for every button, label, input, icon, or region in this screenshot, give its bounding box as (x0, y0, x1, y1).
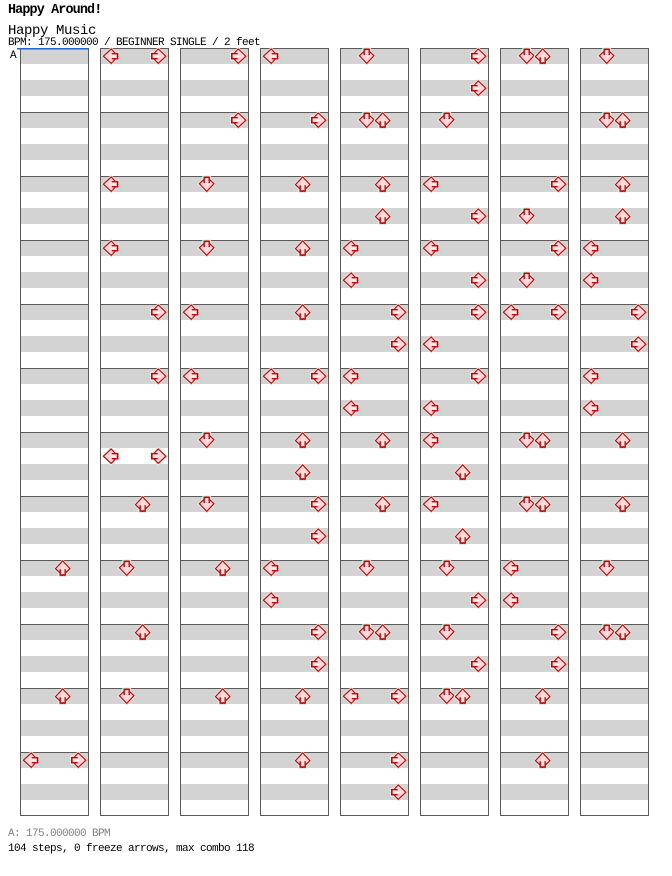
svg-text:104 steps, 0 freeze arrows, ma: 104 steps, 0 freeze arrows, max combo 11… (8, 843, 254, 855)
svg-text:Happy Music: Happy Music (8, 23, 96, 39)
svg-text:A: A (10, 50, 17, 62)
svg-text:Happy Around!: Happy Around! (8, 3, 101, 18)
svg-text:A: 175.000000 BPM: A: 175.000000 BPM (8, 828, 110, 840)
svg-text:BPM: 175.000000 / BEGINNER SIN: BPM: 175.000000 / BEGINNER SINGLE / 2 fe… (8, 37, 260, 49)
